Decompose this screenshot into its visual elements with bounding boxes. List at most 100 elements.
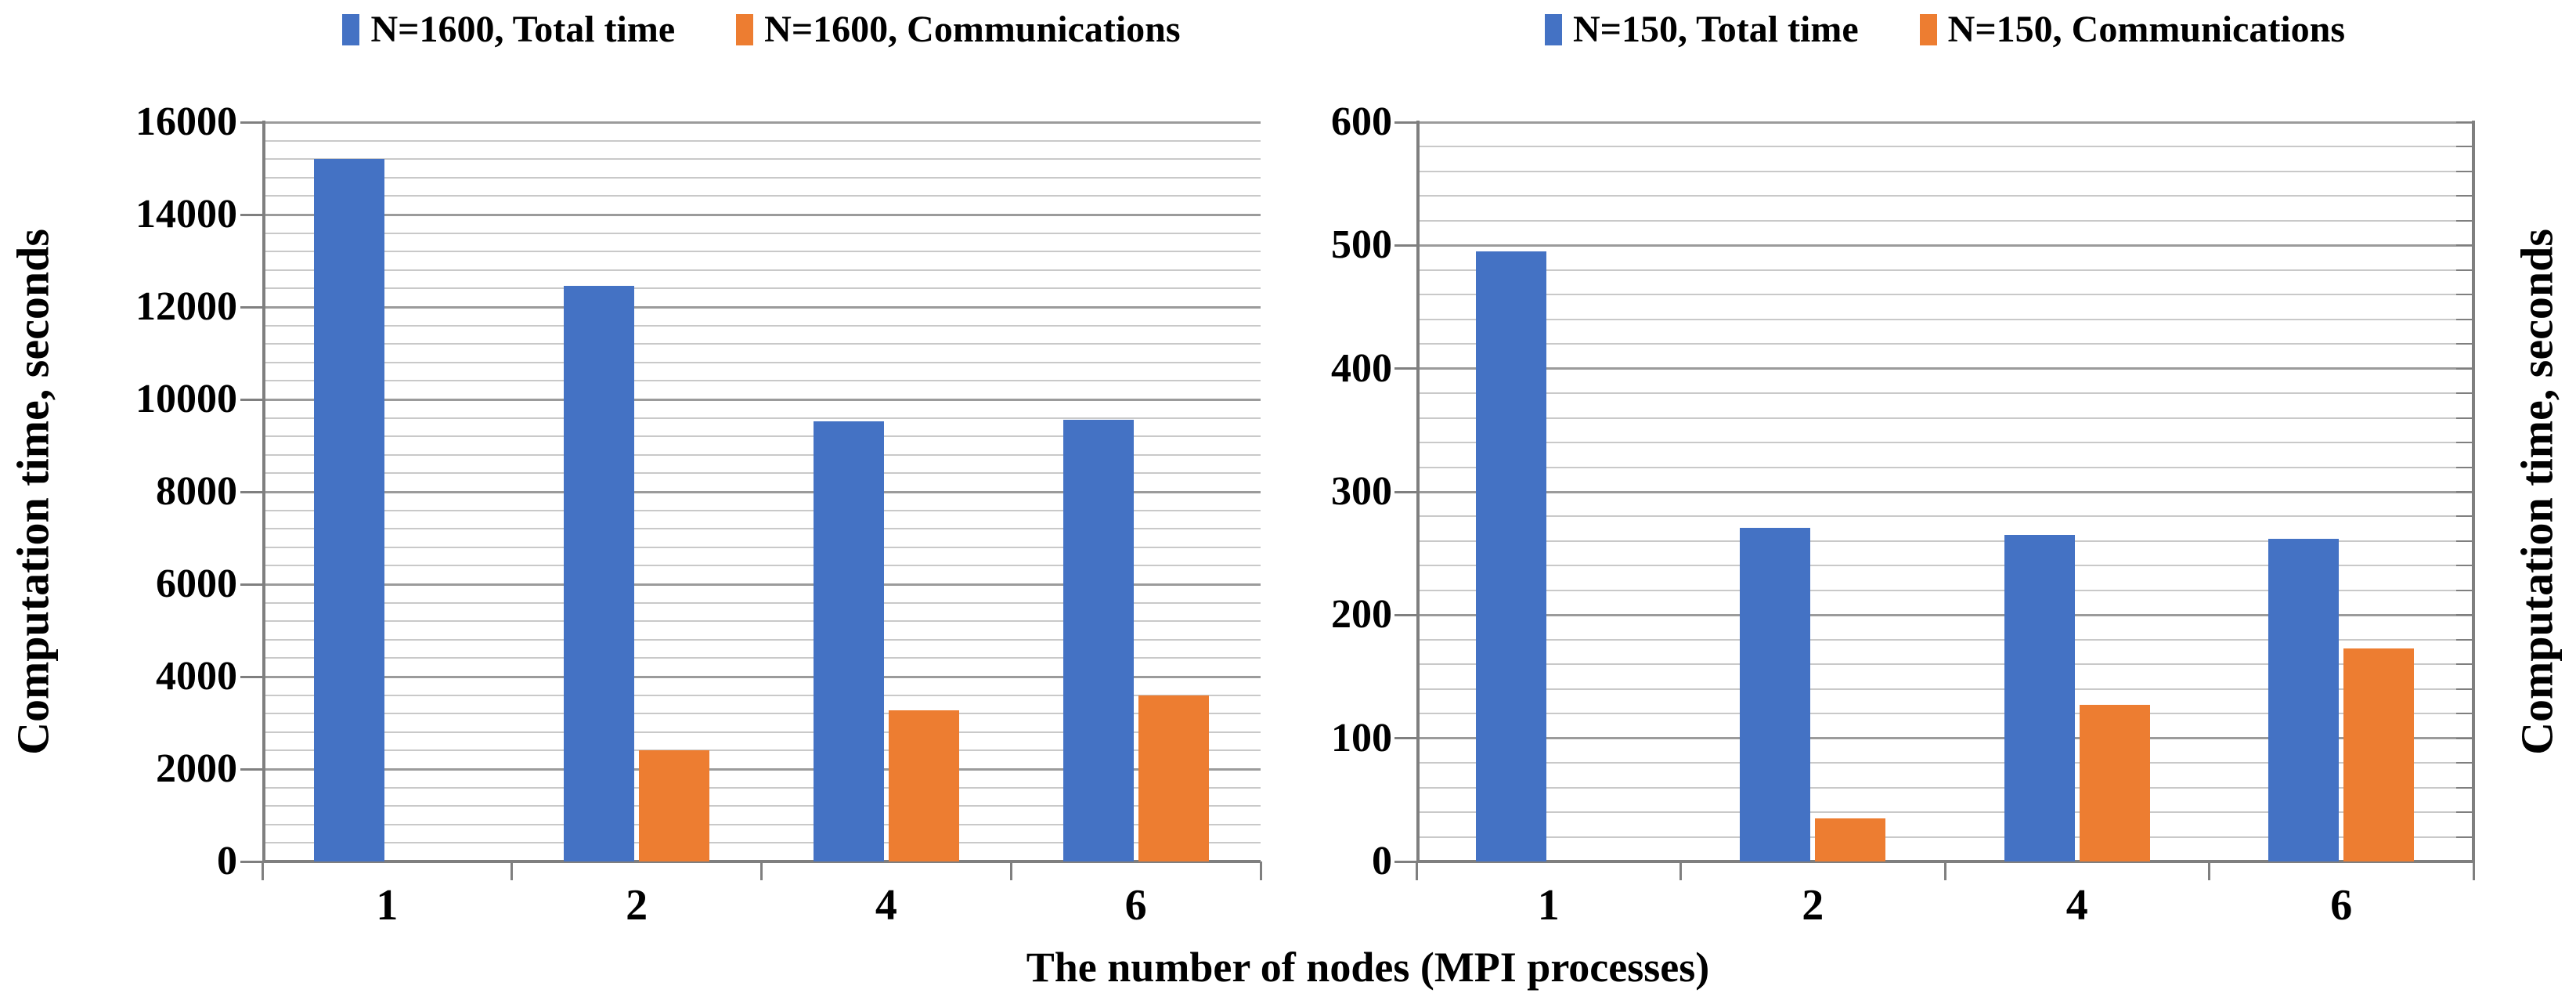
y-tick-label: 500	[1331, 222, 1392, 268]
gridline-major	[1416, 244, 2473, 247]
x-axis-boundary-tick	[760, 861, 763, 880]
gridline-minor	[262, 435, 1261, 438]
bar-communications	[1815, 818, 1886, 861]
right-axis-minor-tick	[2456, 392, 2473, 395]
gridline-minor	[1416, 318, 2473, 320]
gridline-minor	[1416, 638, 2473, 641]
x-tick-label: 2	[626, 881, 648, 930]
x-tick-label: 4	[2065, 881, 2088, 930]
x-axis-boundary-tick	[261, 861, 264, 880]
y-tick-label: 4000	[156, 654, 237, 699]
right-axis-minor-tick	[2456, 219, 2473, 222]
gridline-minor	[262, 601, 1261, 604]
gridline-minor	[1416, 589, 2473, 591]
y-tick-label: 400	[1331, 345, 1392, 391]
gridline-minor	[262, 453, 1261, 456]
legend-item: N=1600, Total time	[342, 6, 675, 53]
legend-swatch-total-time	[342, 14, 360, 45]
right-axis-minor-tick	[2456, 589, 2473, 591]
gridline-minor	[1416, 540, 2473, 542]
y-axis-major-tick	[240, 398, 262, 401]
x-tick-label: 2	[1802, 881, 1824, 930]
bar-communications	[639, 750, 710, 861]
y-tick-label: 12000	[135, 284, 237, 329]
gridline-minor	[1416, 565, 2473, 567]
gridline-minor	[262, 269, 1261, 271]
gridline-minor	[262, 749, 1261, 752]
right-axis-minor-tick	[2456, 442, 2473, 444]
gridline-major	[262, 213, 1261, 216]
y-axis-major-tick	[240, 490, 262, 493]
gridline-minor	[262, 287, 1261, 290]
y-axis-major-tick	[240, 860, 262, 863]
gridline-major	[1416, 613, 2473, 616]
right-axis-line	[2472, 121, 2475, 863]
right-axis-minor-tick	[2456, 343, 2473, 345]
x-axis-boundary-tick	[1943, 861, 1946, 880]
bar-communications	[1138, 695, 1209, 861]
legend-left-chart: N=1600, Total time N=1600, Communication…	[262, 6, 1261, 53]
gridline-minor	[1416, 663, 2473, 666]
bar-communications	[2079, 705, 2150, 861]
legend-label: N=150, Communications	[1947, 9, 2346, 50]
right-axis-minor-tick	[2456, 836, 2473, 838]
right-axis-minor-tick	[2456, 737, 2473, 739]
gridline-major	[1416, 490, 2473, 493]
y-tick-label: 14000	[135, 192, 237, 237]
gridline-minor	[262, 361, 1261, 363]
gridline-major	[262, 675, 1261, 678]
gridline-minor	[262, 731, 1261, 733]
x-axis-boundary-tick	[511, 861, 514, 880]
gridline-minor	[262, 786, 1261, 789]
y-axis-major-tick	[1394, 860, 1416, 863]
y-tick-label: 10000	[135, 377, 237, 421]
y-axis-major-tick	[240, 121, 262, 124]
legend-label: N=150, Total time	[1572, 9, 1859, 50]
gridline-major	[262, 305, 1261, 309]
gridline-minor	[262, 546, 1261, 548]
gridline-minor	[1416, 811, 2473, 814]
y-tick-label: 2000	[156, 746, 237, 791]
gridline-minor	[1416, 294, 2473, 296]
gridline-minor	[1416, 786, 2473, 789]
y-tick-label: 8000	[156, 469, 237, 514]
y-axis-major-tick	[240, 767, 262, 771]
y-axis-title-right: Computation time, seconds	[2511, 229, 2563, 755]
y-tick-label: 100	[1331, 715, 1392, 760]
legend-right-chart: N=150, Total time N=150, Communications	[1416, 6, 2473, 53]
right-axis-minor-tick	[2456, 195, 2473, 197]
gridline-minor	[262, 842, 1261, 844]
gridline-minor	[262, 343, 1261, 345]
gridline-major	[1416, 121, 2473, 124]
gridline-minor	[262, 528, 1261, 530]
bar-total-time	[813, 421, 884, 861]
y-axis-major-tick	[1394, 244, 1416, 247]
gridline-major	[262, 490, 1261, 493]
x-axis-boundary-tick	[1415, 861, 1418, 880]
y-tick-label: 0	[217, 839, 237, 883]
gridline-minor	[1416, 688, 2473, 690]
legend-swatch-communications	[1919, 14, 1937, 45]
y-axis-major-tick	[1394, 490, 1416, 493]
gridline-minor	[1416, 713, 2473, 715]
gridline-minor	[262, 713, 1261, 715]
right-axis-minor-tick	[2456, 294, 2473, 296]
gridline-minor	[1416, 269, 2473, 271]
bar-total-time	[2268, 538, 2340, 861]
legend-swatch-communications	[736, 14, 754, 45]
right-axis-minor-tick	[2456, 688, 2473, 690]
x-axis-title: The number of nodes (MPI processes)	[1026, 944, 1710, 991]
gridline-minor	[1416, 515, 2473, 518]
x-tick-label: 4	[875, 881, 897, 930]
x-axis-boundary-tick	[1259, 861, 1262, 880]
right-axis-minor-tick	[2456, 638, 2473, 641]
legend-label: N=1600, Total time	[370, 9, 676, 50]
legend-label: N=1600, Communications	[764, 9, 1181, 50]
right-axis-minor-tick	[2456, 466, 2473, 468]
x-tick-label: 6	[1124, 881, 1147, 930]
right-axis-minor-tick	[2456, 367, 2473, 370]
gridline-minor	[1416, 343, 2473, 345]
y-axis-major-tick	[1394, 367, 1416, 370]
y-tick-label: 300	[1331, 469, 1392, 514]
right-axis-minor-tick	[2456, 540, 2473, 542]
